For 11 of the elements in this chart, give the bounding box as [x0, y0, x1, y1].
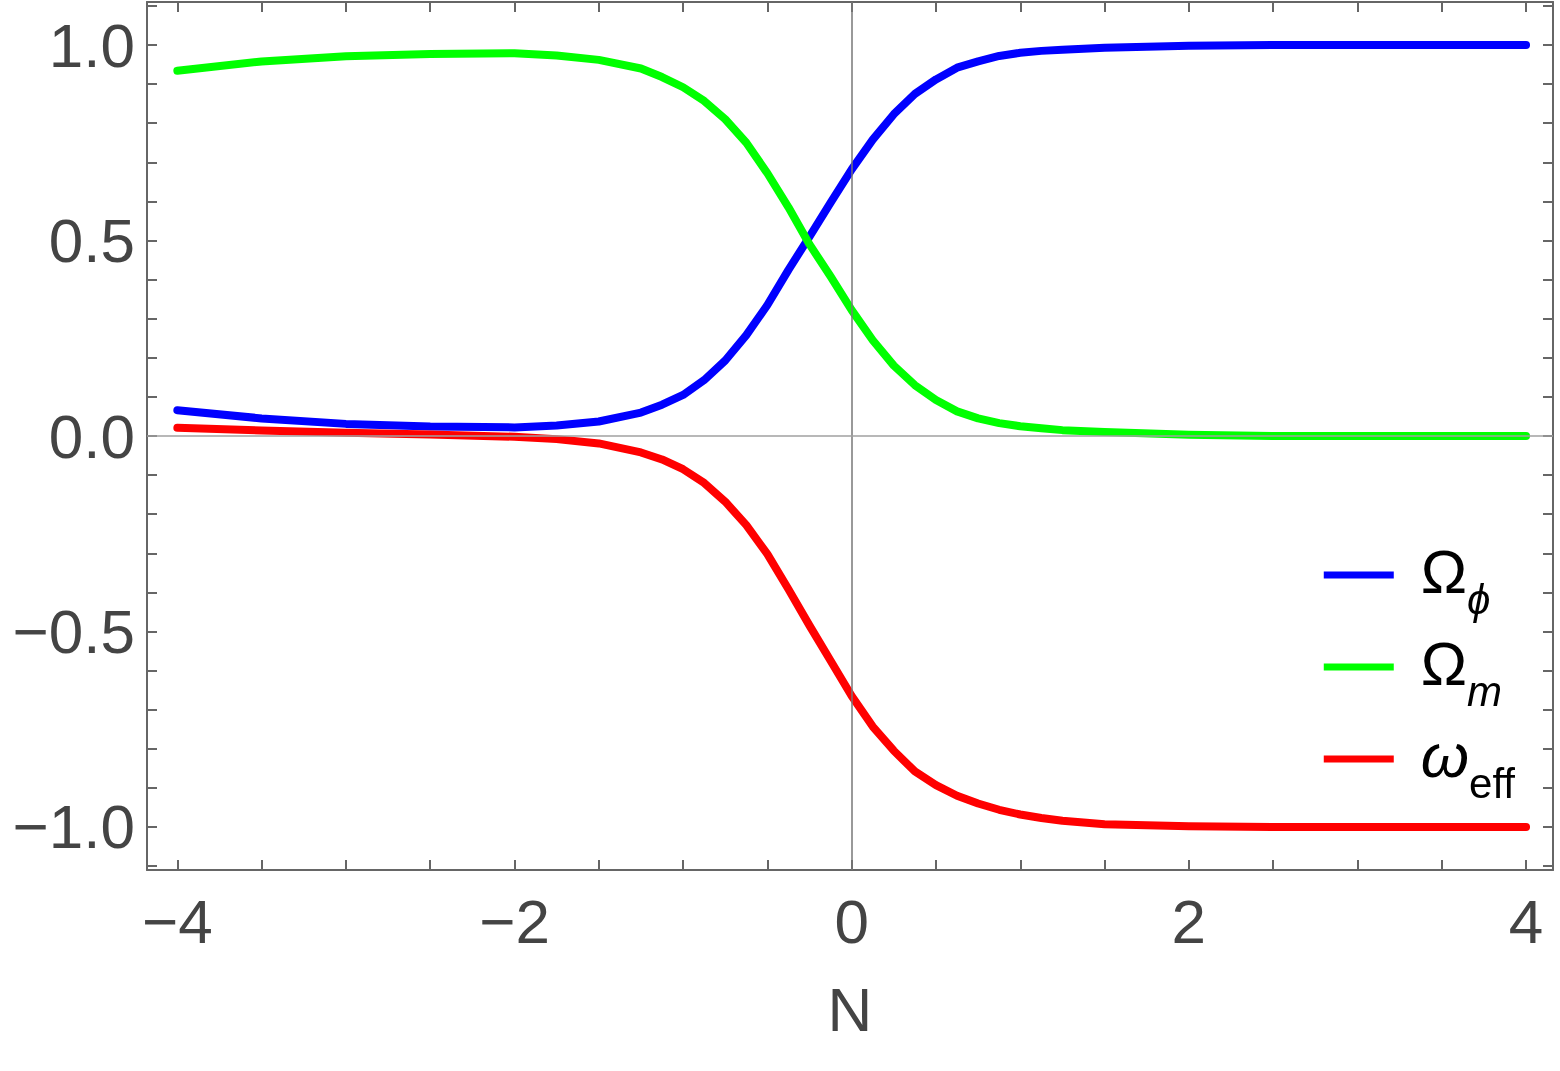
x-tick-label: −4 — [141, 886, 213, 956]
y-tick-label: −1.0 — [12, 792, 135, 862]
x-tick-label: 2 — [1171, 886, 1207, 956]
x-tick-label: 0 — [834, 886, 869, 956]
y-tick-label: 1.0 — [48, 10, 135, 80]
y-tick-label: 0.0 — [48, 401, 135, 471]
y-tick-label: −0.5 — [12, 597, 135, 666]
x-axis-title: N — [827, 974, 873, 1044]
x-tick-label: 4 — [1508, 886, 1544, 956]
x-tick-label: −2 — [479, 886, 550, 956]
y-tick-label: 0.5 — [48, 206, 135, 275]
